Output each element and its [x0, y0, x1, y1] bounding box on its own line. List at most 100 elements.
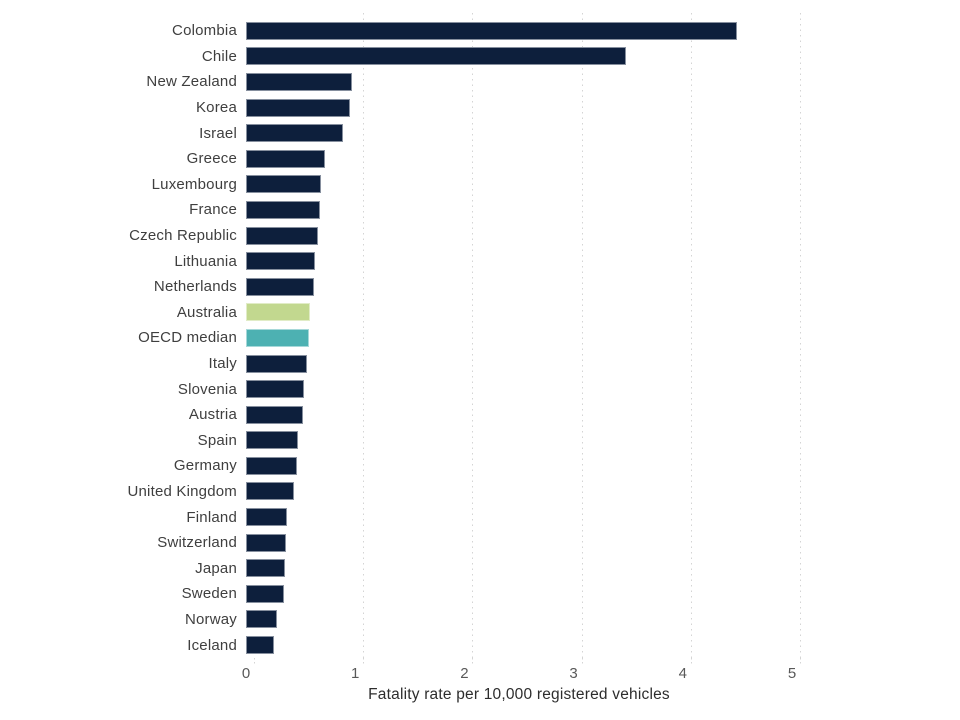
bar-track	[246, 453, 792, 479]
bar-israel	[246, 124, 344, 143]
chart-row-united-kingdom: United Kingdom	[8, 479, 952, 505]
category-label-italy: Italy	[208, 355, 237, 373]
chart-row-france: France	[8, 197, 952, 223]
category-label-oecd-median: OECD median	[138, 329, 237, 347]
bar-track	[246, 44, 792, 70]
chart-row-lithuania: Lithuania	[8, 248, 952, 274]
bar-finland	[246, 508, 288, 527]
category-label-sweden: Sweden	[181, 585, 237, 603]
chart-row-germany: Germany	[8, 453, 952, 479]
bar-slovenia	[246, 380, 304, 399]
bar-japan	[246, 559, 286, 578]
bar-track	[246, 632, 792, 658]
bar-track	[246, 530, 792, 556]
bar-track	[246, 376, 792, 402]
category-label-chile: Chile	[201, 47, 237, 65]
chart-row-italy: Italy	[8, 351, 952, 377]
bar-iceland	[246, 636, 275, 655]
bar-australia	[246, 303, 311, 322]
category-label-france: France	[189, 201, 237, 219]
x-tick-label-1: 1	[351, 664, 360, 682]
chart-row-australia: Australia	[8, 300, 952, 326]
bar-rows: Colombia Chile New Zealand Korea Israel Greec…	[8, 18, 952, 658]
x-axis-title: Fatality rate per 10,000 registered vehi…	[368, 685, 670, 703]
chart-row-korea: Korea	[8, 95, 952, 121]
category-label-slovenia: Slovenia	[177, 380, 237, 398]
bar-lithuania	[246, 252, 315, 271]
chart-row-chile: Chile	[8, 44, 952, 70]
bar-track	[246, 581, 792, 607]
category-label-spain: Spain	[197, 431, 237, 449]
category-label-switzerland: Switzerland	[157, 534, 237, 552]
bar-track	[246, 69, 792, 95]
bar-track	[246, 248, 792, 274]
bar-track	[246, 402, 792, 428]
bar-track	[246, 504, 792, 530]
category-label-norway: Norway	[184, 610, 237, 628]
chart-row-austria: Austria	[8, 402, 952, 428]
bar-track	[246, 428, 792, 454]
category-label-finland: Finland	[186, 508, 237, 526]
bar-track	[246, 95, 792, 121]
chart-row-colombia: Colombia	[8, 18, 952, 44]
chart-row-finland: Finland	[8, 504, 952, 530]
category-label-united-kingdom: United Kingdom	[127, 482, 237, 500]
category-label-iceland: Iceland	[187, 636, 237, 654]
bar-track	[246, 555, 792, 581]
chart-row-israel: Israel	[8, 120, 952, 146]
bar-track	[246, 274, 792, 300]
x-tick-label-0: 0	[241, 664, 251, 682]
bar-track	[246, 607, 792, 633]
bar-netherlands	[246, 277, 314, 296]
category-label-japan: Japan	[195, 559, 237, 577]
chart-row-netherlands: Netherlands	[8, 274, 952, 300]
bar-track	[246, 120, 792, 146]
bar-chart: Colombia Chile New Zealand Korea Israel Greec…	[8, 13, 952, 704]
category-label-colombia: Colombia	[172, 22, 237, 40]
category-label-czech-republic: Czech Republic	[129, 227, 237, 245]
bar-track	[246, 172, 792, 198]
category-label-germany: Germany	[173, 457, 237, 475]
chart-row-greece: Greece	[8, 146, 952, 172]
bar-france	[246, 200, 321, 219]
chart-row-luxembourg: Luxembourg	[8, 172, 952, 198]
chart-row-slovenia: Slovenia	[8, 376, 952, 402]
x-tick-label-3: 3	[569, 664, 578, 682]
bar-colombia	[246, 21, 738, 40]
category-label-new-zealand: New Zealand	[146, 73, 237, 91]
bar-track	[246, 300, 792, 326]
bar-austria	[246, 405, 303, 424]
bar-chile	[246, 47, 627, 66]
bar-switzerland	[246, 533, 287, 552]
chart-row-czech-republic: Czech Republic	[8, 223, 952, 249]
bar-track	[246, 18, 792, 44]
chart-row-iceland: Iceland	[8, 632, 952, 658]
bar-track	[246, 223, 792, 249]
bar-track	[246, 197, 792, 223]
category-label-austria: Austria	[188, 406, 237, 424]
category-label-israel: Israel	[199, 124, 237, 142]
category-label-australia: Australia	[176, 303, 237, 321]
chart-row-oecd-median: OECD median	[8, 325, 952, 351]
x-tick-label-4: 4	[678, 664, 687, 682]
bar-new-zealand	[246, 72, 352, 91]
x-tick-label-2: 2	[460, 664, 469, 682]
bar-germany	[246, 456, 298, 475]
category-label-netherlands: Netherlands	[153, 278, 237, 296]
x-axis: 0 1 2 3 4 5	[242, 664, 796, 683]
bar-spain	[246, 431, 299, 450]
chart-row-sweden: Sweden	[8, 581, 952, 607]
bar-greece	[246, 149, 325, 168]
category-label-luxembourg: Luxembourg	[151, 175, 237, 193]
bar-norway	[246, 610, 277, 629]
bar-italy	[246, 354, 308, 373]
chart-row-spain: Spain	[8, 428, 952, 454]
chart-row-switzerland: Switzerland	[8, 530, 952, 556]
bar-track	[246, 351, 792, 377]
bar-oecd-median	[246, 328, 310, 347]
category-label-greece: Greece	[186, 150, 237, 168]
bar-track	[246, 146, 792, 172]
bar-luxembourg	[246, 175, 322, 194]
category-label-lithuania: Lithuania	[174, 252, 237, 270]
bar-korea	[246, 98, 350, 117]
